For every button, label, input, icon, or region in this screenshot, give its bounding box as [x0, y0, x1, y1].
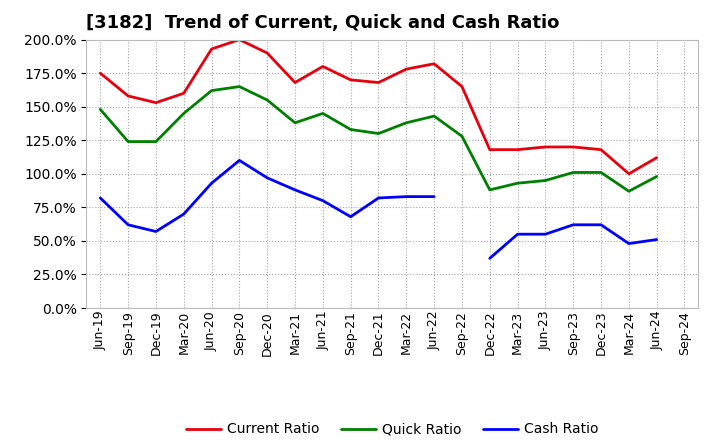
Current Ratio	[124, 93, 132, 99]
Quick Ratio	[235, 84, 243, 89]
Cash Ratio	[318, 198, 327, 203]
Current Ratio	[179, 91, 188, 96]
Cash Ratio	[96, 195, 104, 201]
Quick Ratio	[207, 88, 216, 93]
Current Ratio	[485, 147, 494, 152]
Current Ratio	[458, 84, 467, 89]
Current Ratio	[235, 37, 243, 42]
Cash Ratio	[207, 180, 216, 186]
Current Ratio	[207, 46, 216, 51]
Quick Ratio	[291, 120, 300, 125]
Quick Ratio	[346, 127, 355, 132]
Current Ratio	[597, 147, 606, 152]
Current Ratio	[96, 70, 104, 76]
Current Ratio	[402, 66, 410, 72]
Current Ratio	[152, 100, 161, 105]
Current Ratio	[291, 80, 300, 85]
Cash Ratio	[179, 211, 188, 216]
Quick Ratio	[430, 114, 438, 119]
Cash Ratio	[124, 222, 132, 227]
Quick Ratio	[485, 187, 494, 193]
Cash Ratio	[263, 175, 271, 180]
Current Ratio	[652, 155, 661, 160]
Quick Ratio	[152, 139, 161, 144]
Cash Ratio	[235, 158, 243, 163]
Quick Ratio	[263, 97, 271, 103]
Cash Ratio	[152, 229, 161, 234]
Quick Ratio	[402, 120, 410, 125]
Current Ratio	[263, 50, 271, 55]
Legend: Current Ratio, Quick Ratio, Cash Ratio: Current Ratio, Quick Ratio, Cash Ratio	[180, 417, 605, 440]
Quick Ratio	[624, 189, 633, 194]
Line: Current Ratio: Current Ratio	[100, 40, 657, 174]
Line: Cash Ratio: Cash Ratio	[100, 160, 434, 231]
Line: Quick Ratio: Quick Ratio	[100, 87, 657, 191]
Quick Ratio	[124, 139, 132, 144]
Quick Ratio	[458, 134, 467, 139]
Current Ratio	[569, 144, 577, 150]
Current Ratio	[513, 147, 522, 152]
Cash Ratio	[346, 214, 355, 220]
Quick Ratio	[374, 131, 383, 136]
Text: [3182]  Trend of Current, Quick and Cash Ratio: [3182] Trend of Current, Quick and Cash …	[86, 15, 559, 33]
Cash Ratio	[291, 187, 300, 193]
Quick Ratio	[513, 180, 522, 186]
Current Ratio	[430, 61, 438, 66]
Current Ratio	[346, 77, 355, 82]
Current Ratio	[318, 64, 327, 69]
Quick Ratio	[652, 174, 661, 179]
Quick Ratio	[318, 111, 327, 116]
Quick Ratio	[179, 111, 188, 116]
Cash Ratio	[402, 194, 410, 199]
Cash Ratio	[430, 194, 438, 199]
Quick Ratio	[96, 107, 104, 112]
Current Ratio	[374, 80, 383, 85]
Quick Ratio	[541, 178, 550, 183]
Current Ratio	[541, 144, 550, 150]
Quick Ratio	[597, 170, 606, 175]
Current Ratio	[624, 171, 633, 176]
Cash Ratio	[374, 195, 383, 201]
Quick Ratio	[569, 170, 577, 175]
